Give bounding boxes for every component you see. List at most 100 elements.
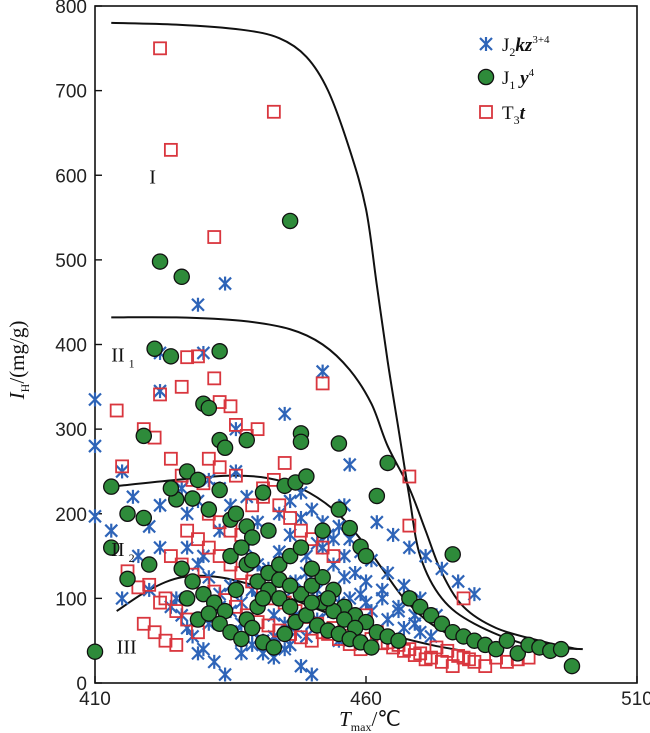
data-point-square [315,540,330,555]
data-point-square [163,142,178,157]
data-point-cross [380,565,395,580]
data-point-circle [103,478,120,495]
y-axis-title-sub: H [18,383,32,392]
data-point-circle [195,585,212,603]
legend-entry-sub: 3 [514,113,520,127]
axis-ticks: 0 100 200 300 400 500 600 700 800 410 460 510 [55,0,650,710]
data-point-circle [222,547,239,565]
data-point-circle [563,657,581,675]
data-point-circle [254,590,272,607]
data-point-square [191,349,205,364]
data-point-circle [336,611,353,628]
data-point-cross [115,591,129,606]
data-point-circle [281,212,299,230]
data-point-cross [315,364,330,379]
x-tick-label: 410 [79,689,111,710]
data-point-cross [353,587,368,602]
y-axis-title: IH/(mg/g) [5,321,32,401]
data-point-circle [249,573,266,590]
data-point-circle [281,598,299,616]
data-point-square [131,580,146,595]
data-point-cross [126,489,140,504]
data-point-square [304,532,319,547]
data-point-square [261,618,276,633]
zone-label-main: I [149,167,156,189]
data-point-circle [401,590,418,607]
data-point-cross [88,509,102,524]
zone-boundary-curve [111,21,583,651]
data-point-square [418,652,433,667]
data-point-circle [509,645,527,662]
data-point-circle [341,519,358,537]
data-point-circle [243,529,261,546]
data-point-square [153,41,167,56]
data-point-cross [234,646,249,661]
data-point-cross [180,506,194,521]
data-point-square [462,652,476,667]
legend-entry-name: y [515,68,529,89]
data-point-square [277,456,292,470]
data-point-circle [227,581,245,599]
data-point-circle [119,570,136,588]
y-tick-label: 300 [55,420,87,441]
data-point-circle [189,471,207,489]
data-point-circle [390,632,407,649]
data-point-circle [162,480,180,497]
data-point-square [163,549,178,563]
data-point-circle [330,501,348,518]
data-point-cross [386,527,400,542]
data-point-cross [359,595,373,610]
x-tick-label: 460 [350,689,382,710]
data-point-circle [357,547,375,565]
data-point-circle [303,577,321,594]
data-point-square [478,659,493,673]
data-point-circle [363,639,380,656]
data-point-square [201,451,216,466]
x-axis-title-main: T [339,707,352,731]
legend-entry-sub: 1 [509,78,515,92]
data-point-cross [380,612,395,627]
data-point-square [402,469,417,484]
zone-label-sub: 1 [129,356,135,370]
data-point-square [163,451,178,466]
data-point-circle [243,552,261,569]
data-point-cross [359,574,373,589]
data-point-circle [319,590,337,607]
legend-entry: J2kz3+4 [502,34,550,59]
data-point-square [201,540,216,555]
data-point-circle [178,463,196,480]
data-point-cross [342,457,357,472]
data-point-circle [260,522,277,539]
data-point-cross [375,591,390,606]
data-point-square [136,616,151,631]
data-point-cross [218,667,232,682]
data-point-circle [487,640,505,658]
data-point-cross [294,659,308,674]
data-point-square [229,468,243,483]
y-axis-title-unit: /(mg/g) [5,321,29,384]
x-tick-label: 510 [621,689,650,710]
data-point-cross [115,464,129,479]
data-point-circle [238,431,256,449]
data-point-square [451,649,466,663]
data-point-square [245,498,260,513]
data-point-square [153,387,167,402]
data-point-circle [298,468,315,485]
data-point-cross [337,570,352,585]
legend-entry-main: J [502,35,509,56]
data-point-circle [151,253,169,270]
legend-entry-name: kz [515,35,533,56]
data-point-square [207,230,222,244]
data-point-circle [292,539,310,556]
data-point-square [158,633,173,648]
data-point-square [212,460,227,475]
legend-entry-sup: 4 [529,67,535,79]
data-point-circle [368,487,386,505]
data-point-circle [444,546,461,563]
data-point-circle [162,348,180,365]
data-point-square [456,591,471,606]
zone-label: I [149,167,156,189]
data-point-circle [271,590,288,607]
data-point-square [223,399,238,414]
